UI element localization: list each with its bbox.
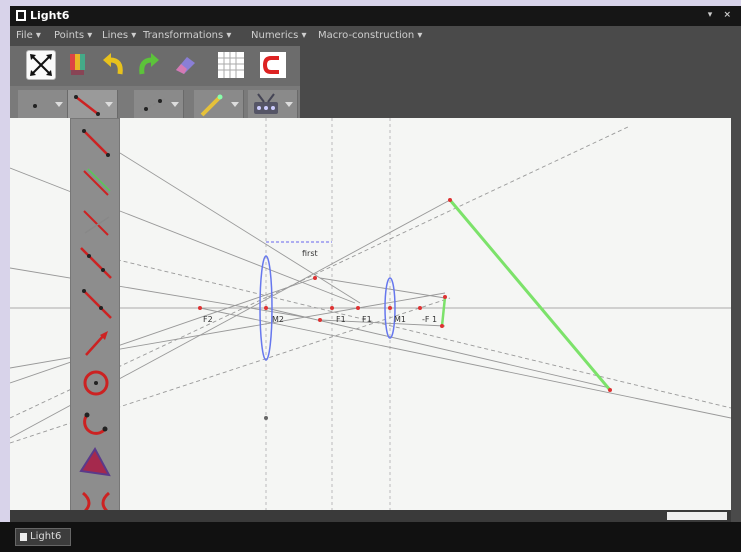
construction-points[interactable] (198, 198, 612, 420)
tool-ray[interactable] (71, 283, 121, 323)
taskbar: Light6 (0, 522, 741, 552)
main-toolbar (10, 46, 300, 86)
tool-group-bar (10, 86, 300, 124)
chevron-down-icon (55, 102, 63, 107)
vector-icon (85, 331, 108, 356)
perpendicular-bisector-icon (83, 210, 110, 236)
chevron-down-icon (285, 102, 293, 107)
eraser-button[interactable] (170, 50, 200, 80)
transform-tool-icon (254, 93, 278, 114)
measure-tool-button[interactable] (194, 90, 244, 120)
chevron-down-icon (105, 102, 113, 107)
line-icon (80, 247, 112, 279)
polygon-icon (79, 447, 111, 477)
chevron-down-icon (231, 102, 239, 107)
menu-bar: File ▾ Points ▾ Lines ▾ Transformations … (10, 26, 741, 46)
lines-tool-icon (74, 95, 100, 116)
scrollbar-thumb[interactable] (667, 512, 727, 520)
menu-points[interactable]: Points ▾ (54, 30, 93, 41)
horizontal-scrollbar[interactable] (10, 510, 731, 522)
window-controls[interactable]: ▾ × (707, 10, 735, 20)
cursor-move-button[interactable] (26, 50, 56, 80)
points-tool-button[interactable] (18, 90, 68, 120)
eraser-icon (176, 57, 195, 74)
label-first: first (302, 249, 318, 258)
grid-icon (218, 52, 244, 78)
tool-polygon[interactable] (71, 443, 121, 483)
tool-vector[interactable] (71, 323, 121, 363)
chevron-down-icon (171, 102, 179, 107)
vertical-guides (265, 118, 391, 510)
lens-m1[interactable] (384, 277, 396, 339)
title-bar: Light6 ▾ × (10, 6, 741, 26)
label-f1: F1 (336, 315, 346, 324)
arc-icon (83, 412, 108, 435)
label-f1b: F1 (362, 315, 372, 324)
palette-button[interactable] (62, 50, 92, 80)
lines-tool-menu (70, 118, 120, 528)
tool-perpendicular-bisector[interactable] (71, 203, 121, 243)
menu-transformations[interactable]: Transformations ▾ (143, 30, 232, 41)
tool-segment[interactable] (71, 123, 121, 163)
circle-icon (83, 370, 109, 396)
magnet-icon (260, 52, 286, 78)
tool-circle[interactable] (71, 363, 121, 403)
taskbar-app-label: Light6 (30, 531, 62, 542)
cursor-move-icon (30, 54, 52, 76)
label-f2b: -F 1 (422, 315, 437, 324)
redo-icon (139, 53, 159, 75)
app-icon (16, 10, 26, 21)
point-labels: first F2 M2 F1 F1 M1 -F 1 (203, 249, 437, 324)
lines-tool-button[interactable] (68, 90, 118, 120)
segment-icon (82, 129, 110, 157)
curves-tool-icon (139, 97, 167, 113)
tool-arc[interactable] (71, 403, 121, 443)
magnet-button[interactable] (258, 50, 288, 80)
measure-tool-icon (200, 94, 223, 117)
curves-tool-button[interactable] (134, 90, 184, 120)
label-f2: F2 (203, 315, 213, 324)
label-m2: M2 (272, 315, 284, 324)
tool-segment-length[interactable] (71, 163, 121, 203)
label-m1: M1 (394, 315, 406, 324)
app-icon (20, 533, 27, 541)
menu-file[interactable]: File ▾ (16, 30, 41, 41)
segment-with-length-icon (83, 168, 111, 196)
palette-icon (70, 54, 85, 75)
menu-macro-construction[interactable]: Macro-construction ▾ (318, 30, 423, 41)
image-segment[interactable] (448, 199, 612, 391)
undo-icon (103, 53, 123, 75)
drawing-canvas[interactable]: first F2 M2 F1 F1 M1 -F 1 (10, 118, 731, 510)
undo-button[interactable] (98, 50, 128, 80)
redo-button[interactable] (134, 50, 164, 80)
grid-button[interactable] (216, 50, 246, 80)
ray-icon (82, 289, 112, 319)
window-title: Light6 (30, 9, 70, 22)
menu-lines[interactable]: Lines ▾ (102, 30, 137, 41)
object-segment[interactable] (440, 296, 447, 327)
menu-numerics[interactable]: Numerics ▾ (251, 30, 307, 41)
transform-tool-button[interactable] (248, 90, 298, 120)
taskbar-app-button[interactable]: Light6 (15, 528, 71, 546)
points-tool-icon (33, 104, 37, 108)
tool-line[interactable] (71, 243, 121, 283)
lens-m2[interactable] (259, 255, 273, 361)
